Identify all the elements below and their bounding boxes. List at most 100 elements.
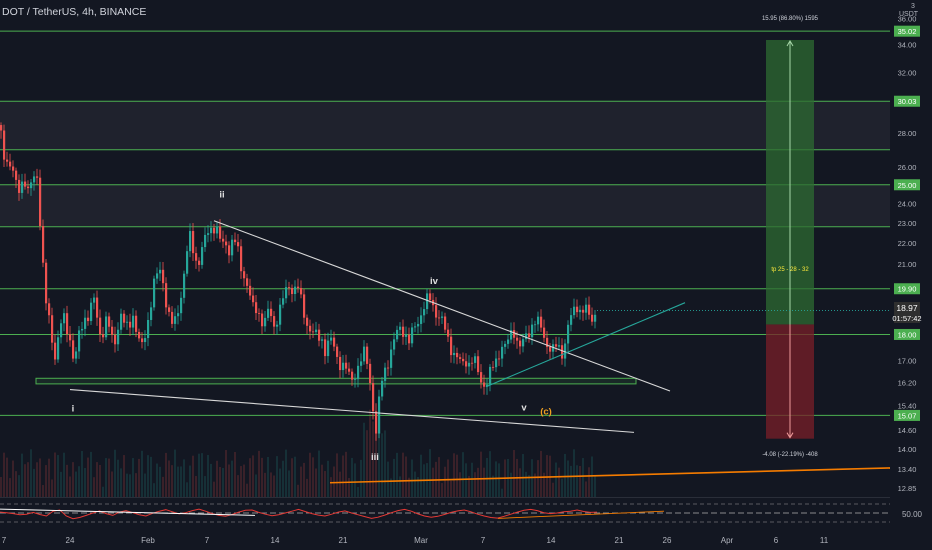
candle-body — [99, 317, 102, 335]
upper-wedge-line[interactable] — [213, 220, 671, 392]
time-axis[interactable]: 7 24 Feb 7 14 21 Mar 7 14 21 26 Apr 6 11 — [0, 530, 890, 550]
time-tick-label: Apr — [721, 536, 734, 545]
volume-bar — [120, 468, 122, 497]
volume-bar — [225, 450, 227, 497]
candle-body — [342, 362, 345, 371]
level-price-tag-text: 25.00 — [898, 181, 917, 190]
volume-bar — [126, 473, 128, 497]
volume-bar — [498, 463, 500, 497]
candle-body — [546, 337, 549, 347]
volume-bar — [123, 455, 125, 497]
volume-bar — [213, 481, 215, 497]
price-axis[interactable]: 12.85 13.40 14.00 14.60 15.40 16.20 17.00 18.00… — [890, 0, 932, 550]
candle-body — [102, 334, 105, 338]
volume-bar — [174, 449, 176, 497]
volume-bar — [144, 473, 146, 497]
volume-bar — [84, 468, 86, 497]
time-axis-background — [0, 530, 890, 550]
volume-bar — [351, 457, 353, 497]
volume-bar — [99, 464, 101, 497]
volume-bar — [402, 452, 404, 497]
candle-body — [204, 234, 207, 248]
price-tick-label: 16.20 — [898, 378, 917, 387]
volume-bar — [45, 465, 47, 497]
volume-bar — [171, 465, 173, 497]
candle-body — [150, 307, 153, 320]
candle-body — [273, 316, 276, 327]
candle-body — [408, 334, 411, 344]
volume-bar — [474, 472, 476, 497]
candle-body — [492, 366, 495, 368]
volume-bar — [588, 467, 590, 497]
rising-support-line[interactable] — [485, 302, 686, 388]
volume-bar — [60, 471, 62, 497]
trend-lines[interactable] — [69, 220, 891, 484]
volume-bar — [408, 477, 410, 497]
candle-body — [228, 245, 231, 256]
candle-body — [87, 317, 90, 322]
volume-bar — [18, 475, 20, 497]
level-price-tag — [894, 328, 920, 340]
price-tick-label: 17.00 — [898, 357, 917, 366]
symbol-title[interactable]: DOT / TetherUS, 4h, BINANCE — [2, 6, 146, 18]
price-tick-label: 24.00 — [898, 199, 917, 208]
volume-bar — [486, 457, 488, 497]
volume-bar — [204, 476, 206, 497]
candle-body — [96, 297, 99, 318]
candle-body — [357, 365, 360, 380]
volume-bar — [330, 477, 332, 497]
wave-label-4: iv — [430, 276, 439, 287]
price-tick-label: 36.00 — [898, 15, 917, 24]
volume-bar — [282, 460, 284, 497]
candle-body — [288, 287, 291, 288]
volume-bar — [129, 474, 131, 497]
volume-bar — [162, 476, 164, 497]
volume-bar — [594, 476, 596, 497]
support-box[interactable] — [35, 377, 637, 385]
lower-wedge-line[interactable] — [69, 389, 635, 433]
volume-bar — [66, 464, 68, 497]
candle-body — [15, 170, 18, 180]
candle-body — [156, 273, 159, 279]
volume-bar — [285, 449, 287, 497]
volume-bar — [153, 483, 155, 497]
volume-bar — [429, 449, 431, 497]
candle-body — [75, 351, 78, 359]
volume-bar — [528, 475, 530, 497]
time-tick-label: 6 — [774, 536, 779, 545]
volume-bar — [291, 458, 293, 497]
long-position-tool[interactable] — [766, 39, 814, 439]
long-orange-trendline[interactable] — [329, 467, 891, 484]
volume-bar — [138, 458, 140, 497]
candle-body — [264, 317, 267, 327]
volume-bar — [438, 457, 440, 497]
candle-body — [159, 269, 162, 274]
candle-body — [594, 314, 597, 322]
candle-body — [39, 177, 42, 227]
candle-body — [141, 338, 144, 343]
candle-body — [348, 368, 351, 372]
candle-body — [324, 339, 327, 357]
candle-body — [300, 287, 303, 295]
candle-body — [561, 345, 564, 359]
candle-body — [567, 324, 570, 344]
candle-body — [114, 334, 117, 345]
candle-body — [183, 273, 186, 298]
wave-label-5: v — [521, 402, 527, 413]
volume-bar — [585, 481, 587, 497]
rsi-line — [0, 508, 598, 520]
candle-body — [489, 366, 492, 385]
trade-labels: 15.95 (86.80%) 1595 tp 25 - 28 - 32 -4.0… — [762, 16, 819, 458]
candle-body — [450, 336, 453, 356]
candle-body — [402, 326, 405, 337]
volume-bar — [480, 451, 482, 497]
candle-body — [54, 342, 57, 360]
price-tick-label: 15.40 — [898, 402, 917, 411]
candle-body — [360, 361, 363, 366]
volume-bar — [552, 482, 554, 497]
level-price-tag-text: 30.03 — [898, 97, 917, 106]
candle-body — [270, 308, 273, 317]
volume-bar — [201, 453, 203, 497]
candle-body — [117, 329, 120, 345]
